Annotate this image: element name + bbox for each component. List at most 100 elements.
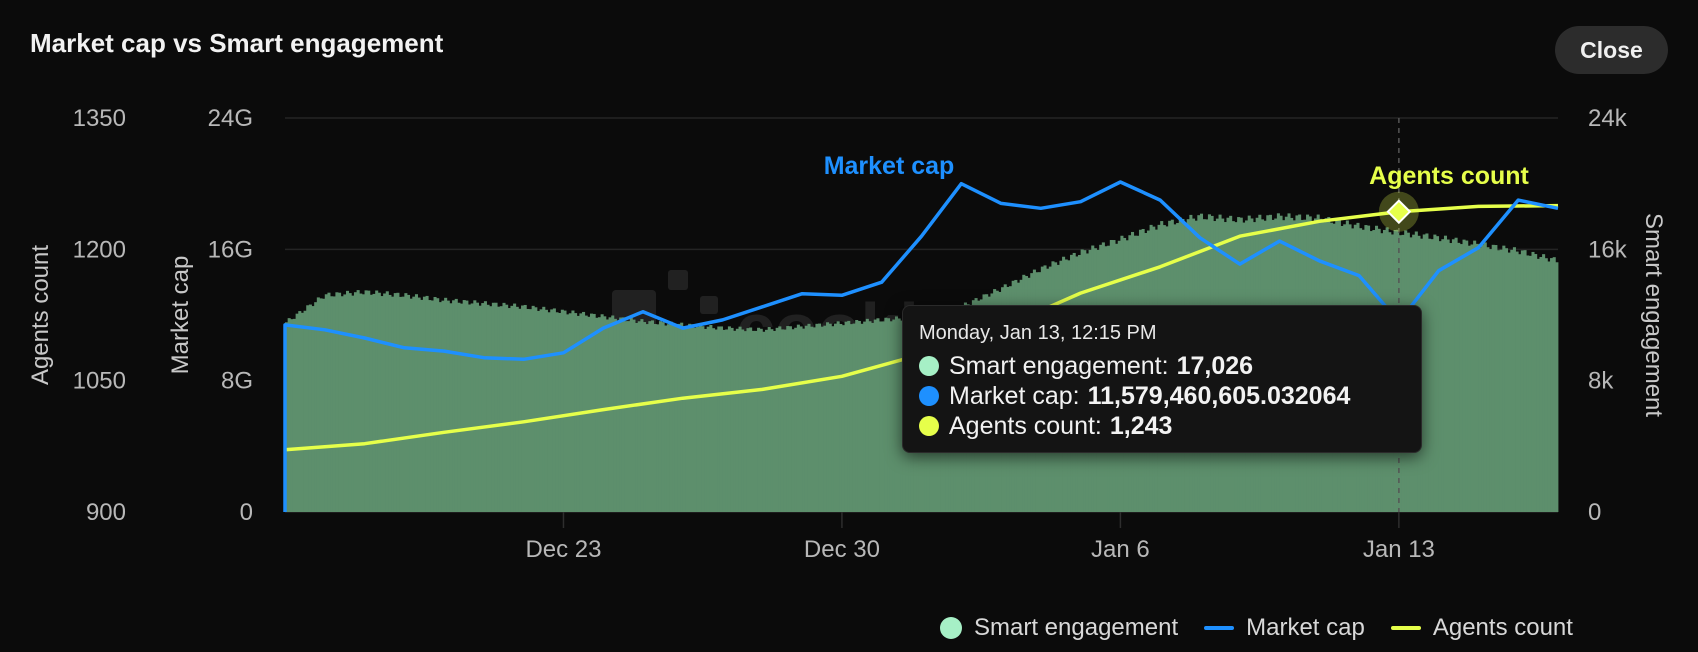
- smart-engagement-bar: [749, 327, 753, 512]
- smart-engagement-bar: [473, 300, 477, 512]
- smart-engagement-bar: [719, 326, 723, 512]
- smart-engagement-bar: [868, 321, 872, 512]
- smart-engagement-bar: [889, 321, 893, 512]
- smart-engagement-bar: [507, 308, 511, 512]
- agents-count-tick-label: 1050: [73, 368, 126, 395]
- smart-engagement-bar: [1438, 241, 1442, 512]
- smart-engagement-bar: [1457, 242, 1461, 512]
- smart-engagement-bar: [314, 302, 318, 512]
- tooltip-date: Monday, Jan 13, 12:15 PM: [919, 322, 1157, 344]
- smart-engagement-bar: [717, 326, 721, 512]
- chart-title: Market cap vs Smart engagement: [30, 28, 444, 58]
- smart-engagement-bar: [417, 297, 421, 512]
- legend-label: Agents count: [1432, 614, 1573, 641]
- smart-engagement-bar: [597, 317, 601, 512]
- legend-item-smart-engagement[interactable]: Smart engagement: [940, 614, 1178, 642]
- smart-engagement-bar: [544, 309, 548, 512]
- x-tick-label: Jan 6: [1091, 536, 1150, 563]
- smart-engagement-bar: [1542, 254, 1546, 512]
- smart-engagement-bar: [486, 304, 490, 512]
- smart-engagement-bar: [706, 326, 710, 512]
- agents-count-tick-label: 900: [86, 499, 126, 526]
- smart-engagement-bar: [664, 325, 668, 512]
- smart-engagement-bar: [412, 296, 416, 512]
- legend-item-agents-count[interactable]: Agents count: [1390, 614, 1573, 642]
- smart-engagement-bar: [733, 330, 737, 512]
- smart-engagement-bar: [757, 327, 761, 512]
- smart-engagement-bar: [351, 295, 355, 512]
- smart-engagement-bar: [881, 321, 885, 512]
- smart-engagement-bar: [863, 321, 867, 512]
- tooltip-row-agents-count: Agents count: 1,243: [919, 411, 1405, 441]
- smart-engagement-bar: [894, 316, 899, 512]
- smart-engagement-bar: [414, 294, 418, 512]
- legend-item-market-cap[interactable]: Market cap: [1204, 614, 1365, 642]
- legend-label: Market cap: [1246, 614, 1365, 641]
- smart-engagement-bar: [879, 321, 883, 512]
- smart-engagement-tick-label: 16k: [1588, 236, 1628, 263]
- smart-engagement-bar: [605, 319, 609, 512]
- smart-engagement-bar: [674, 326, 678, 512]
- smart-engagement-bar: [711, 328, 716, 512]
- smart-engagement-bar: [393, 293, 397, 512]
- smart-engagement-bar: [1526, 255, 1530, 512]
- smart-engagement-bar: [478, 305, 482, 512]
- smart-engagement-bar: [526, 308, 530, 512]
- smart-engagement-bar: [566, 314, 570, 512]
- smart-engagement-bar: [828, 323, 832, 512]
- agents-count-hover-marker: [1386, 199, 1412, 225]
- smart-engagement-bar: [587, 316, 591, 512]
- smart-engagement-bar: [420, 299, 424, 512]
- smart-engagement-bar: [1518, 254, 1522, 512]
- smart-engagement-bar: [505, 304, 509, 512]
- axis-labels: 1350 1200 1050 900 24G 16G 8G 0 24k 16k 8k 0 Agents …: [27, 105, 1667, 563]
- smart-engagement-bar: [335, 292, 339, 512]
- smart-engagement-bar: [619, 317, 623, 512]
- smart-engagement-bar: [1441, 239, 1445, 512]
- smart-engagement-bar: [1425, 233, 1429, 512]
- smart-engagement-bar: [690, 324, 694, 512]
- smart-engagement-bar: [401, 296, 405, 512]
- smart-engagement-bar: [860, 323, 864, 512]
- smart-engagement-bar: [1531, 251, 1535, 512]
- smart-engagement-bar: [871, 322, 875, 512]
- smart-engagement-bar: [568, 313, 572, 512]
- smart-engagement-bar: [608, 317, 612, 512]
- smart-engagement-bar: [788, 326, 792, 512]
- x-tick-label: Dec 23: [525, 536, 601, 563]
- smart-engagement-bar: [839, 323, 843, 512]
- smart-engagement-bar: [627, 321, 631, 512]
- smart-engagement-bar: [1497, 250, 1501, 513]
- smart-engagement-bar: [332, 296, 336, 512]
- smart-engagement-bar: [422, 296, 426, 512]
- smart-engagement-bar: [377, 292, 381, 512]
- market-cap-legend-icon: [1204, 626, 1235, 630]
- smart-engagement-bar: [539, 309, 543, 512]
- smart-engagement-bar: [1552, 257, 1556, 512]
- smart-engagement-bar: [391, 296, 395, 512]
- smart-engagement-bar: [621, 317, 625, 512]
- smart-engagement-bar: [725, 329, 729, 512]
- smart-engagement-bar: [438, 302, 442, 512]
- smart-engagement-bar: [1449, 243, 1453, 512]
- smart-engagement-bar: [306, 305, 310, 512]
- smart-engagement-bar: [481, 303, 485, 512]
- smart-engagement-bar: [356, 290, 360, 512]
- smart-engagement-bar: [640, 319, 644, 512]
- market-cap-tick-label: 8G: [221, 368, 253, 395]
- smart-engagement-bar: [653, 323, 657, 512]
- smart-engagement-tick-label: 24k: [1588, 105, 1628, 132]
- agents-count-axis-title: Agents count: [27, 245, 54, 385]
- smart-engagement-bar: [876, 318, 880, 512]
- smart-engagement-bar: [452, 300, 456, 512]
- smart-engagement-bar: [375, 290, 379, 512]
- smart-engagement-bar: [812, 327, 816, 512]
- smart-engagement-bar: [1536, 258, 1540, 512]
- close-button[interactable]: Close: [1555, 26, 1668, 74]
- smart-engagement-bar: [897, 318, 901, 512]
- smart-engagement-bar: [1459, 244, 1463, 512]
- smart-engagement-bar: [735, 328, 739, 512]
- smart-engagement-bar: [696, 326, 700, 512]
- smart-engagement-bar: [611, 315, 615, 512]
